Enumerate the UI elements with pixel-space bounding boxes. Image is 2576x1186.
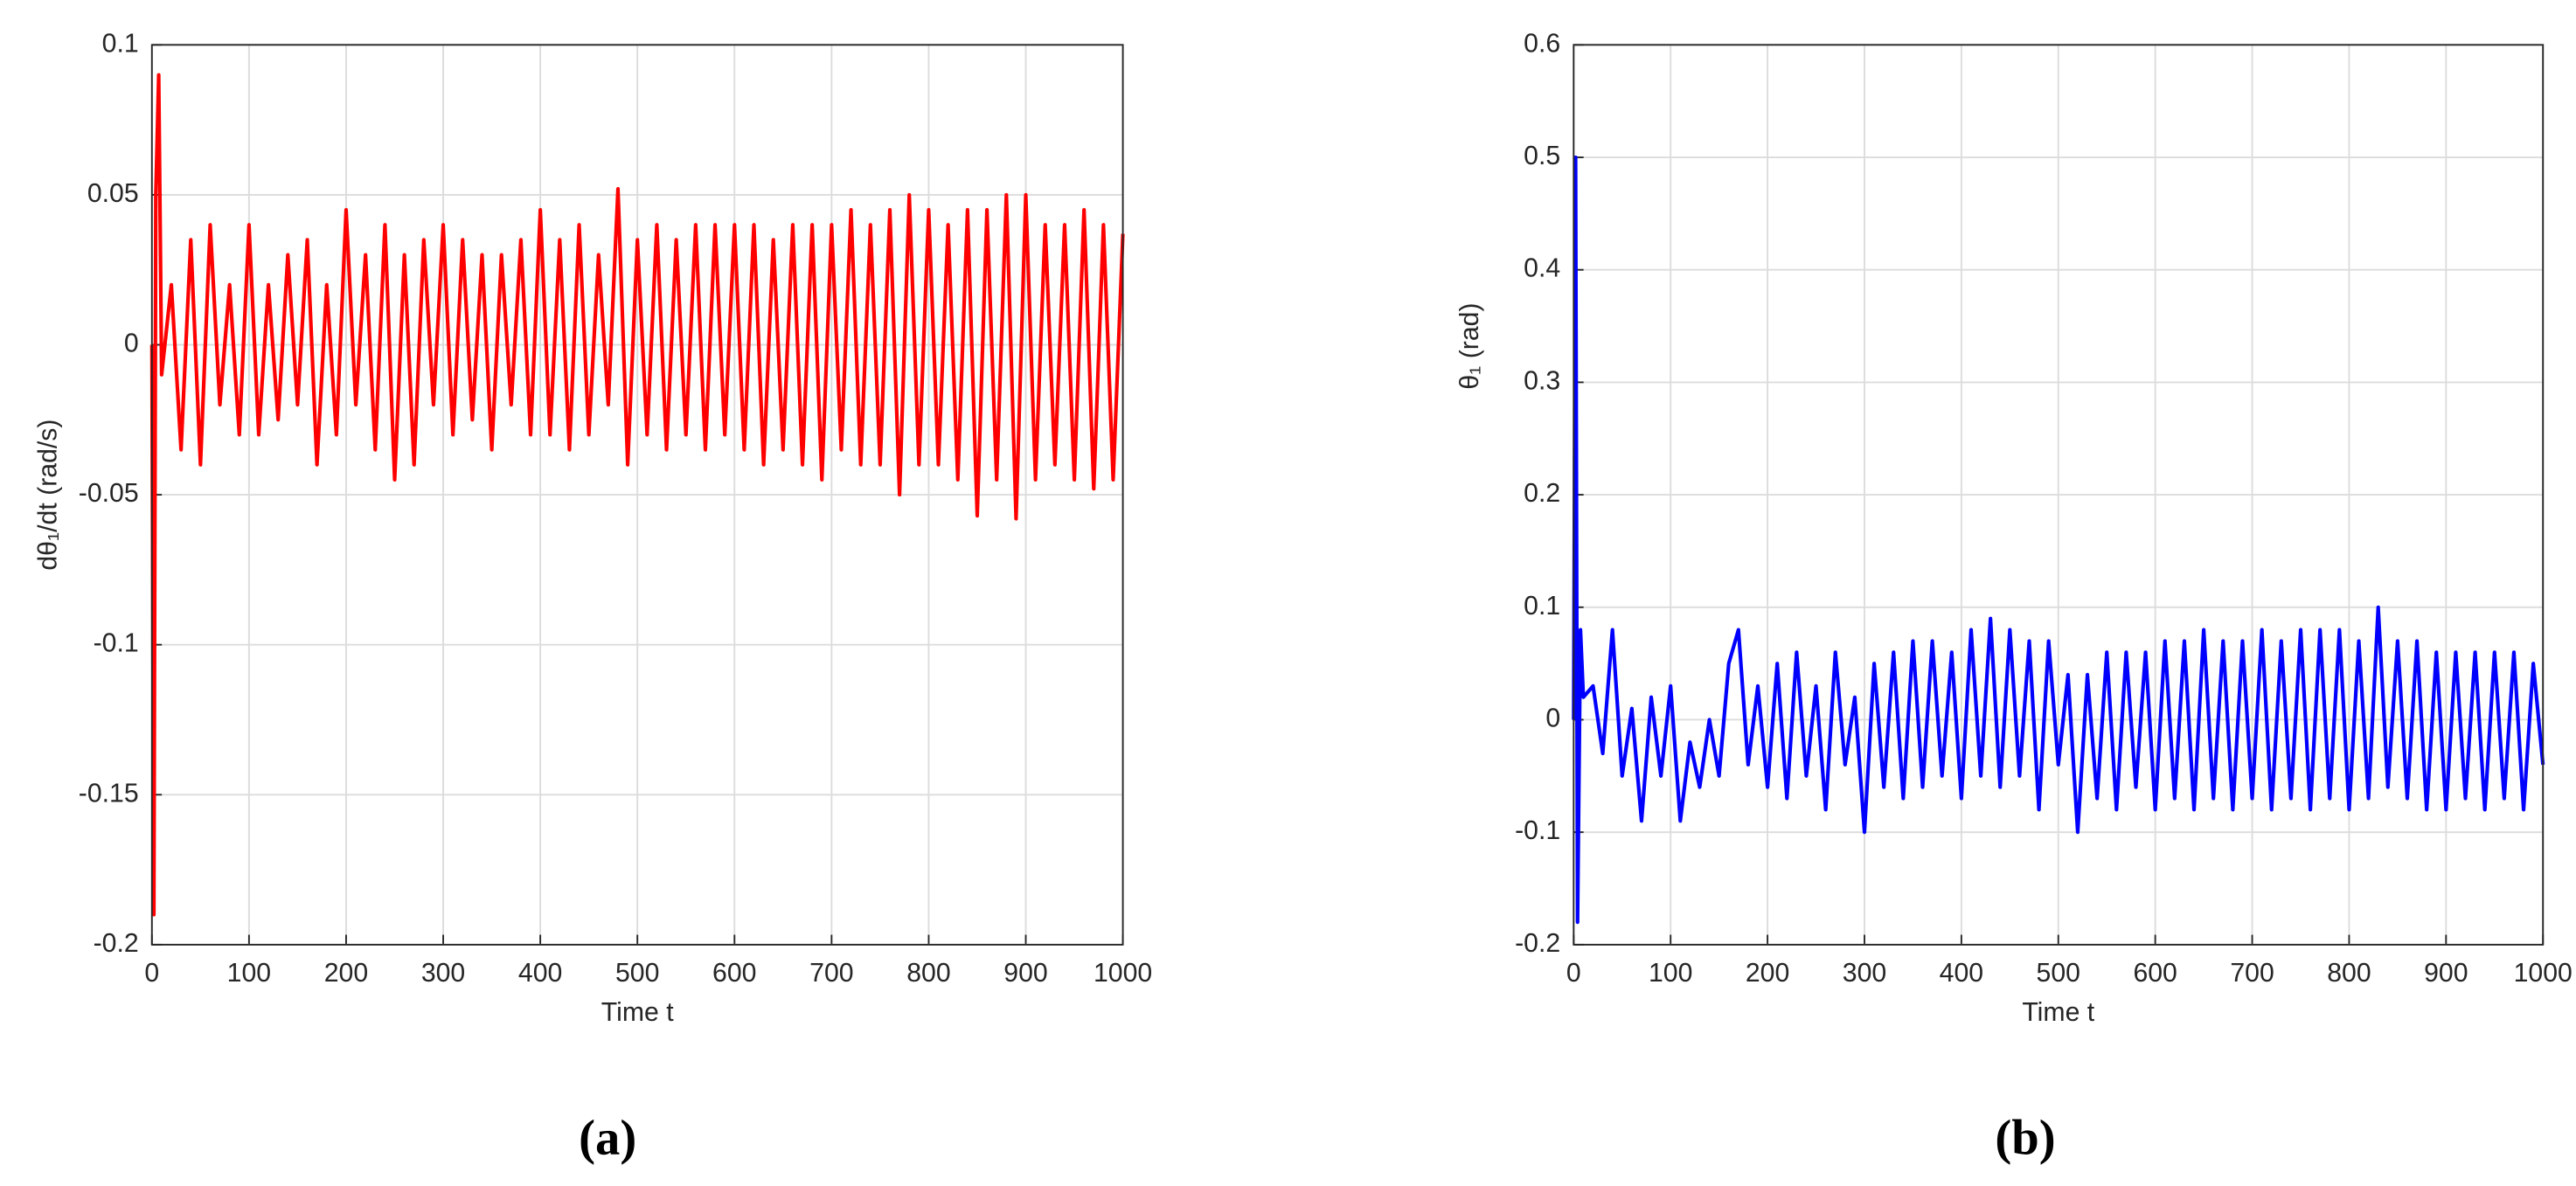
data-line	[149, 73, 1125, 917]
x-tick-label: 200	[1746, 959, 1789, 988]
axes-box	[150, 44, 1124, 946]
x-tick-label: 1000	[2514, 959, 2573, 988]
x-tick-label: 800	[906, 959, 950, 988]
x-tick-label: 600	[2133, 959, 2177, 988]
y-tick-label: -0.2	[94, 929, 139, 958]
caption: (b)	[1995, 1112, 2055, 1166]
y-tick-label: 0.2	[1524, 479, 1560, 508]
x-tick-label: 500	[615, 959, 659, 988]
x-axis-label: Time t	[2022, 998, 2094, 1027]
y-tick-label: -0.1	[1515, 816, 1560, 845]
y-tick-label: -0.2	[1515, 929, 1560, 958]
y-tick-label: -0.05	[79, 479, 139, 508]
x-tick-label: 300	[1843, 959, 1886, 988]
y-tick-label: 0.1	[102, 29, 139, 58]
x-tick-label: 100	[1649, 959, 1692, 988]
y-tick-label: 0	[1545, 704, 1560, 732]
data-line	[1572, 155, 2545, 925]
y-axis-label: θ₁ (rad)	[1455, 302, 1484, 389]
x-tick-label: 700	[809, 959, 853, 988]
x-tick-label: 900	[1003, 959, 1047, 988]
x-tick-label: 400	[518, 959, 562, 988]
axes-box	[1573, 44, 2545, 946]
x-tick-label: 200	[324, 959, 368, 988]
x-tick-label: 400	[1940, 959, 1983, 988]
y-tick-label: 0	[124, 329, 139, 357]
x-tick-label: 500	[2037, 959, 2080, 988]
y-tick-label: 0.5	[1524, 142, 1560, 170]
x-tick-label: 300	[421, 959, 465, 988]
caption: (a)	[579, 1112, 636, 1166]
y-tick-label: -0.15	[79, 779, 139, 808]
x-tick-label: 100	[227, 959, 271, 988]
x-tick-label: 600	[712, 959, 756, 988]
x-tick-label: 900	[2424, 959, 2468, 988]
y-tick-label: -0.1	[94, 629, 139, 658]
x-tick-label: 700	[2230, 959, 2274, 988]
y-tick-label: 0.1	[1524, 592, 1560, 621]
x-axis-label: Time t	[601, 998, 674, 1027]
x-tick-label: 1000	[1094, 959, 1152, 988]
y-axis-label: dθ₁/dt (rad/s)	[34, 420, 63, 571]
x-tick-label: 800	[2327, 959, 2371, 988]
y-tick-label: 0.6	[1524, 29, 1560, 58]
y-tick-label: 0.3	[1524, 366, 1560, 395]
y-tick-label: 0.4	[1524, 254, 1560, 283]
y-tick-label: 0.05	[87, 179, 139, 208]
x-tick-label: 0	[1566, 959, 1581, 988]
x-tick-label: 0	[144, 959, 159, 988]
